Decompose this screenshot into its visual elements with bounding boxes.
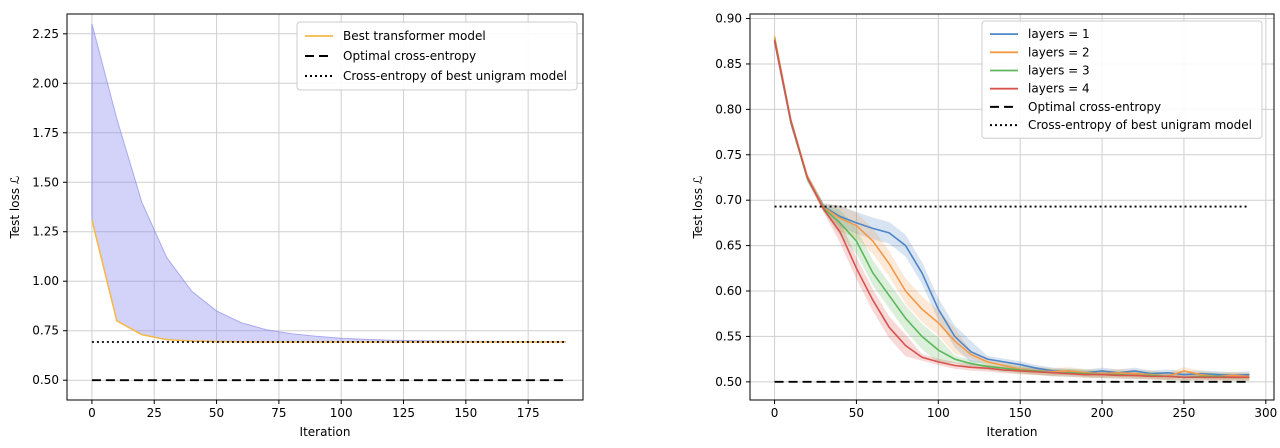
- y-tick-label: 0.65: [715, 239, 742, 253]
- y-tick-label: 1.75: [32, 126, 59, 140]
- y-tick-label: 2.25: [32, 27, 59, 41]
- y-axis-label: Test loss ℒ: [8, 175, 22, 239]
- legend-label: Best transformer model: [343, 29, 486, 43]
- y-tick-label: 0.75: [715, 148, 742, 162]
- x-tick-label: 25: [147, 406, 162, 420]
- y-tick-label: 0.70: [715, 193, 742, 207]
- y-tick-label: 0.50: [32, 373, 59, 387]
- y-tick-label: 0.80: [715, 102, 742, 116]
- x-tick-label: 200: [1091, 406, 1114, 420]
- legend-label: layers = 3: [1028, 64, 1090, 78]
- x-tick-label: 100: [927, 406, 950, 420]
- data-layer: [91, 23, 567, 382]
- y-tick-label: 1.50: [32, 175, 59, 189]
- x-tick-label: 0: [88, 406, 96, 420]
- legend-label: layers = 1: [1028, 27, 1090, 41]
- chart-1: 0 25 50 75 100 125 150 175 0.50 0.75 1.00 1.25 1.50 1…: [8, 13, 584, 439]
- y-tick-label: 0.85: [715, 57, 742, 71]
- y-tick-label: 2.00: [32, 76, 59, 90]
- series-line: [773, 40, 1250, 379]
- legend-label: layers = 2: [1028, 45, 1090, 59]
- x-tick-label: 150: [454, 406, 477, 420]
- legend-label: Optimal cross-entropy: [1028, 100, 1161, 114]
- x-axis-label: Iteration: [300, 425, 351, 439]
- legend-label: layers = 4: [1028, 82, 1090, 96]
- x-tick-label: 50: [849, 406, 864, 420]
- y-tick-label: 0.75: [32, 324, 59, 338]
- plot-frame: [66, 13, 584, 401]
- x-axis-label: Iteration: [987, 425, 1038, 439]
- x-tick-label: 100: [330, 406, 353, 420]
- x-tick-label: 50: [209, 406, 224, 420]
- legend-box: [296, 21, 578, 91]
- x-tick-label: 150: [1009, 406, 1032, 420]
- legend-box: [981, 20, 1263, 139]
- data-layer: [773, 32, 1250, 383]
- series-band: [774, 35, 1250, 382]
- x-tick-label: 125: [392, 406, 415, 420]
- x-tick-label: 75: [271, 406, 286, 420]
- legend-label: Optimal cross-entropy: [343, 49, 476, 63]
- y-tick-label: 1.25: [32, 225, 59, 239]
- x-tick-label: 300: [1254, 406, 1277, 420]
- series-line: [773, 41, 1250, 377]
- chart-2: 0 50 100 150 200 250 300 0.50 0.55 0.60 0.65 0.70 0.…: [691, 12, 1277, 439]
- y-tick-label: 0.90: [715, 12, 742, 26]
- y-tick-label: 0.50: [715, 375, 742, 389]
- y-axis-label: Test loss ℒ: [691, 175, 705, 239]
- series-line: [773, 36, 1250, 378]
- x-tick-label: 250: [1172, 406, 1195, 420]
- x-tick-label: 175: [517, 406, 540, 420]
- y-tick-label: 0.60: [715, 284, 742, 298]
- y-tick-label: 1.00: [32, 274, 59, 288]
- plot-frame: [749, 13, 1275, 401]
- legend-label: Cross-entropy of best unigram model: [343, 69, 567, 83]
- y-tick-label: 0.55: [715, 329, 742, 343]
- legend-label: Cross-entropy of best unigram model: [1028, 118, 1252, 132]
- x-tick-label: 0: [771, 406, 779, 420]
